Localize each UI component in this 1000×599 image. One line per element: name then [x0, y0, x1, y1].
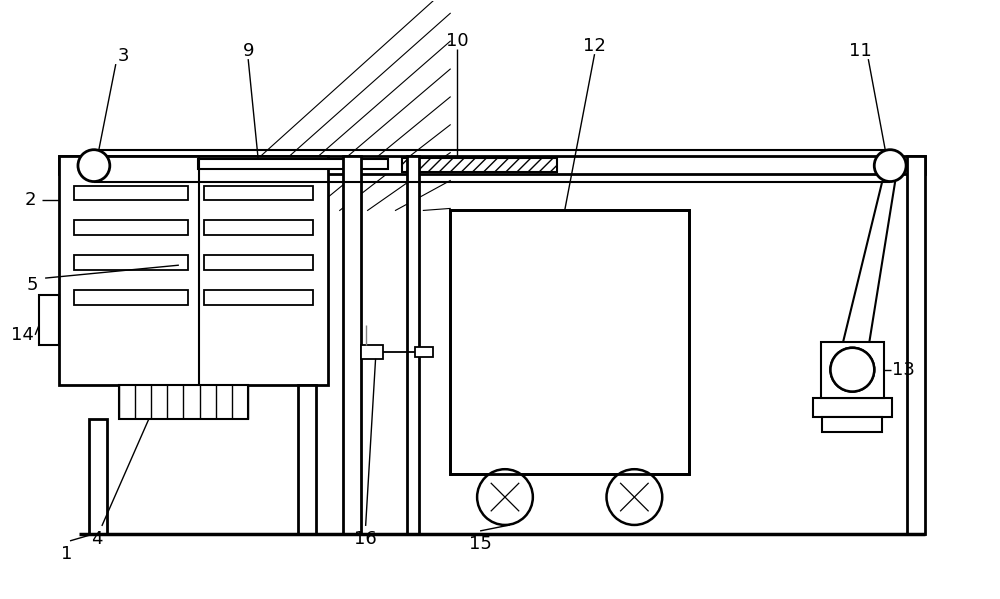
Bar: [204, 220, 313, 235]
Bar: [402, 158, 557, 171]
Bar: [813, 398, 892, 418]
Text: 14: 14: [11, 326, 34, 344]
Text: 9: 9: [242, 42, 254, 60]
Bar: [198, 159, 388, 168]
Circle shape: [607, 469, 662, 525]
Circle shape: [874, 150, 906, 181]
Text: 3: 3: [118, 47, 130, 65]
Bar: [39, 295, 59, 345]
Bar: [204, 290, 313, 305]
Circle shape: [78, 150, 110, 181]
Bar: [204, 255, 313, 270]
Text: 13: 13: [892, 361, 915, 379]
Bar: [343, 156, 361, 534]
Bar: [74, 220, 188, 235]
Circle shape: [830, 348, 874, 392]
Bar: [74, 255, 188, 270]
Bar: [74, 186, 188, 201]
Text: 5: 5: [26, 276, 38, 294]
Text: 16: 16: [354, 530, 377, 548]
Text: 15: 15: [469, 535, 492, 553]
Bar: [821, 342, 884, 398]
Bar: [450, 210, 689, 474]
Text: 11: 11: [849, 42, 872, 60]
Bar: [450, 210, 689, 474]
Bar: [119, 385, 248, 419]
Bar: [204, 186, 313, 201]
Text: 4: 4: [91, 530, 103, 548]
Text: 10: 10: [446, 32, 469, 50]
Bar: [59, 156, 328, 385]
Bar: [361, 345, 383, 359]
Bar: [907, 156, 925, 534]
Circle shape: [830, 348, 874, 392]
Bar: [407, 156, 419, 534]
Circle shape: [477, 469, 533, 525]
Bar: [298, 385, 316, 534]
Bar: [59, 156, 925, 174]
Bar: [74, 290, 188, 305]
Bar: [89, 419, 107, 534]
Text: 2: 2: [24, 192, 36, 210]
Bar: [415, 347, 433, 357]
Text: 12: 12: [583, 37, 606, 55]
Bar: [822, 418, 882, 432]
Text: 1: 1: [61, 545, 73, 563]
